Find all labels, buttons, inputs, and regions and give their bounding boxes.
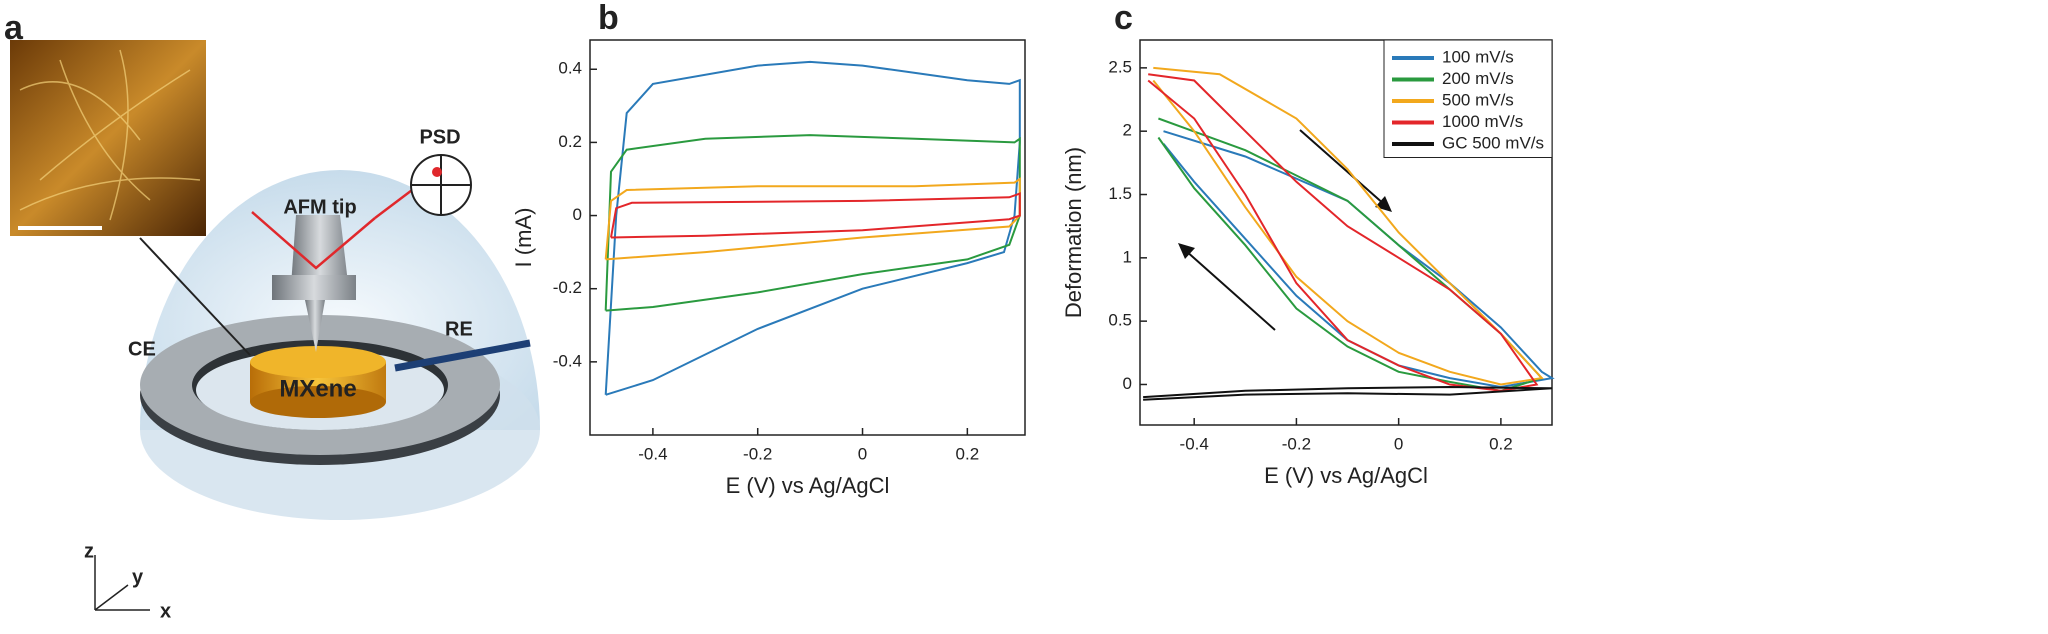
- y-axis-label: Deformation (nm): [1061, 147, 1086, 318]
- y-tick-label: 0.4: [558, 59, 582, 78]
- y-tick-label: 0.2: [558, 132, 582, 151]
- plot-frame: [1139, 39, 1553, 426]
- series-line: [1143, 385, 1553, 401]
- label: RE: [445, 318, 473, 340]
- afm-image: [10, 40, 206, 236]
- label: y: [132, 566, 144, 588]
- panel-letter: a: [4, 9, 24, 47]
- x-tick-label: -0.2: [743, 444, 772, 463]
- plot-frame: [589, 39, 1026, 436]
- y-tick-label: 1: [1123, 247, 1132, 266]
- diagram: AFM tip PSD CE RE MXene z y x: [10, 40, 540, 622]
- x-tick-label: 0: [1394, 434, 1403, 453]
- legend-label: 1000 mV/s: [1442, 112, 1523, 131]
- series-line: [604, 177, 1021, 261]
- laser-spot: [432, 167, 442, 177]
- series-line: [604, 60, 1021, 396]
- y-tick-label: -0.4: [553, 351, 582, 370]
- tip-holder: [272, 275, 356, 300]
- arrow: [1184, 249, 1276, 331]
- series-line: [604, 134, 1021, 312]
- x-tick-label: -0.4: [1180, 434, 1209, 453]
- label: CE: [128, 338, 156, 360]
- panel-letter: b: [598, 0, 619, 37]
- panel-letter: c: [1114, 0, 1133, 37]
- x-tick-label: -0.2: [1282, 434, 1311, 453]
- series-line: [1157, 117, 1544, 392]
- series-line: [1147, 73, 1539, 392]
- tip: [305, 300, 325, 352]
- x-axis-label: E (V) vs Ag/AgCl: [1264, 463, 1428, 488]
- x-axis-label: E (V) vs Ag/AgCl: [726, 473, 890, 498]
- label: PSD: [419, 126, 460, 148]
- y-tick-label: 2.5: [1108, 57, 1132, 76]
- series-line: [1152, 66, 1544, 386]
- y-axis-label: I (mA): [511, 208, 536, 268]
- x-tick-label: 0.2: [1489, 434, 1513, 453]
- x-tick-label: 0.2: [956, 444, 980, 463]
- y-tick-label: 0: [573, 205, 582, 224]
- series-line: [610, 192, 1021, 239]
- x-tick-label: -0.4: [638, 444, 667, 463]
- series-line: [1162, 130, 1555, 389]
- sample-top: [250, 346, 386, 378]
- x-tick-label: 0: [858, 444, 867, 463]
- arrow: [1299, 129, 1386, 206]
- y-tick-label: 0.5: [1108, 311, 1132, 330]
- y-tick-label: 0: [1123, 374, 1132, 393]
- y-tick-label: 1.5: [1108, 184, 1132, 203]
- reference-electrode: [394, 339, 531, 372]
- pointer: [139, 237, 251, 356]
- arrow-head: [1178, 243, 1195, 259]
- legend-label: GC 500 mV/s: [1442, 133, 1544, 152]
- label: z: [84, 540, 94, 562]
- label: x: [160, 600, 171, 622]
- axis-y: [94, 584, 129, 611]
- legend-label: 200 mV/s: [1442, 69, 1514, 88]
- legend-label: 500 mV/s: [1442, 90, 1514, 109]
- afm-fibers: [19, 49, 201, 221]
- legend-label: 100 mV/s: [1442, 47, 1514, 66]
- y-tick-label: 2: [1123, 121, 1132, 140]
- label: MXene: [279, 375, 356, 402]
- laser: [251, 211, 376, 270]
- label: AFM tip: [283, 196, 356, 218]
- sample-bottom: [250, 386, 386, 418]
- y-tick-label: -0.2: [553, 278, 582, 297]
